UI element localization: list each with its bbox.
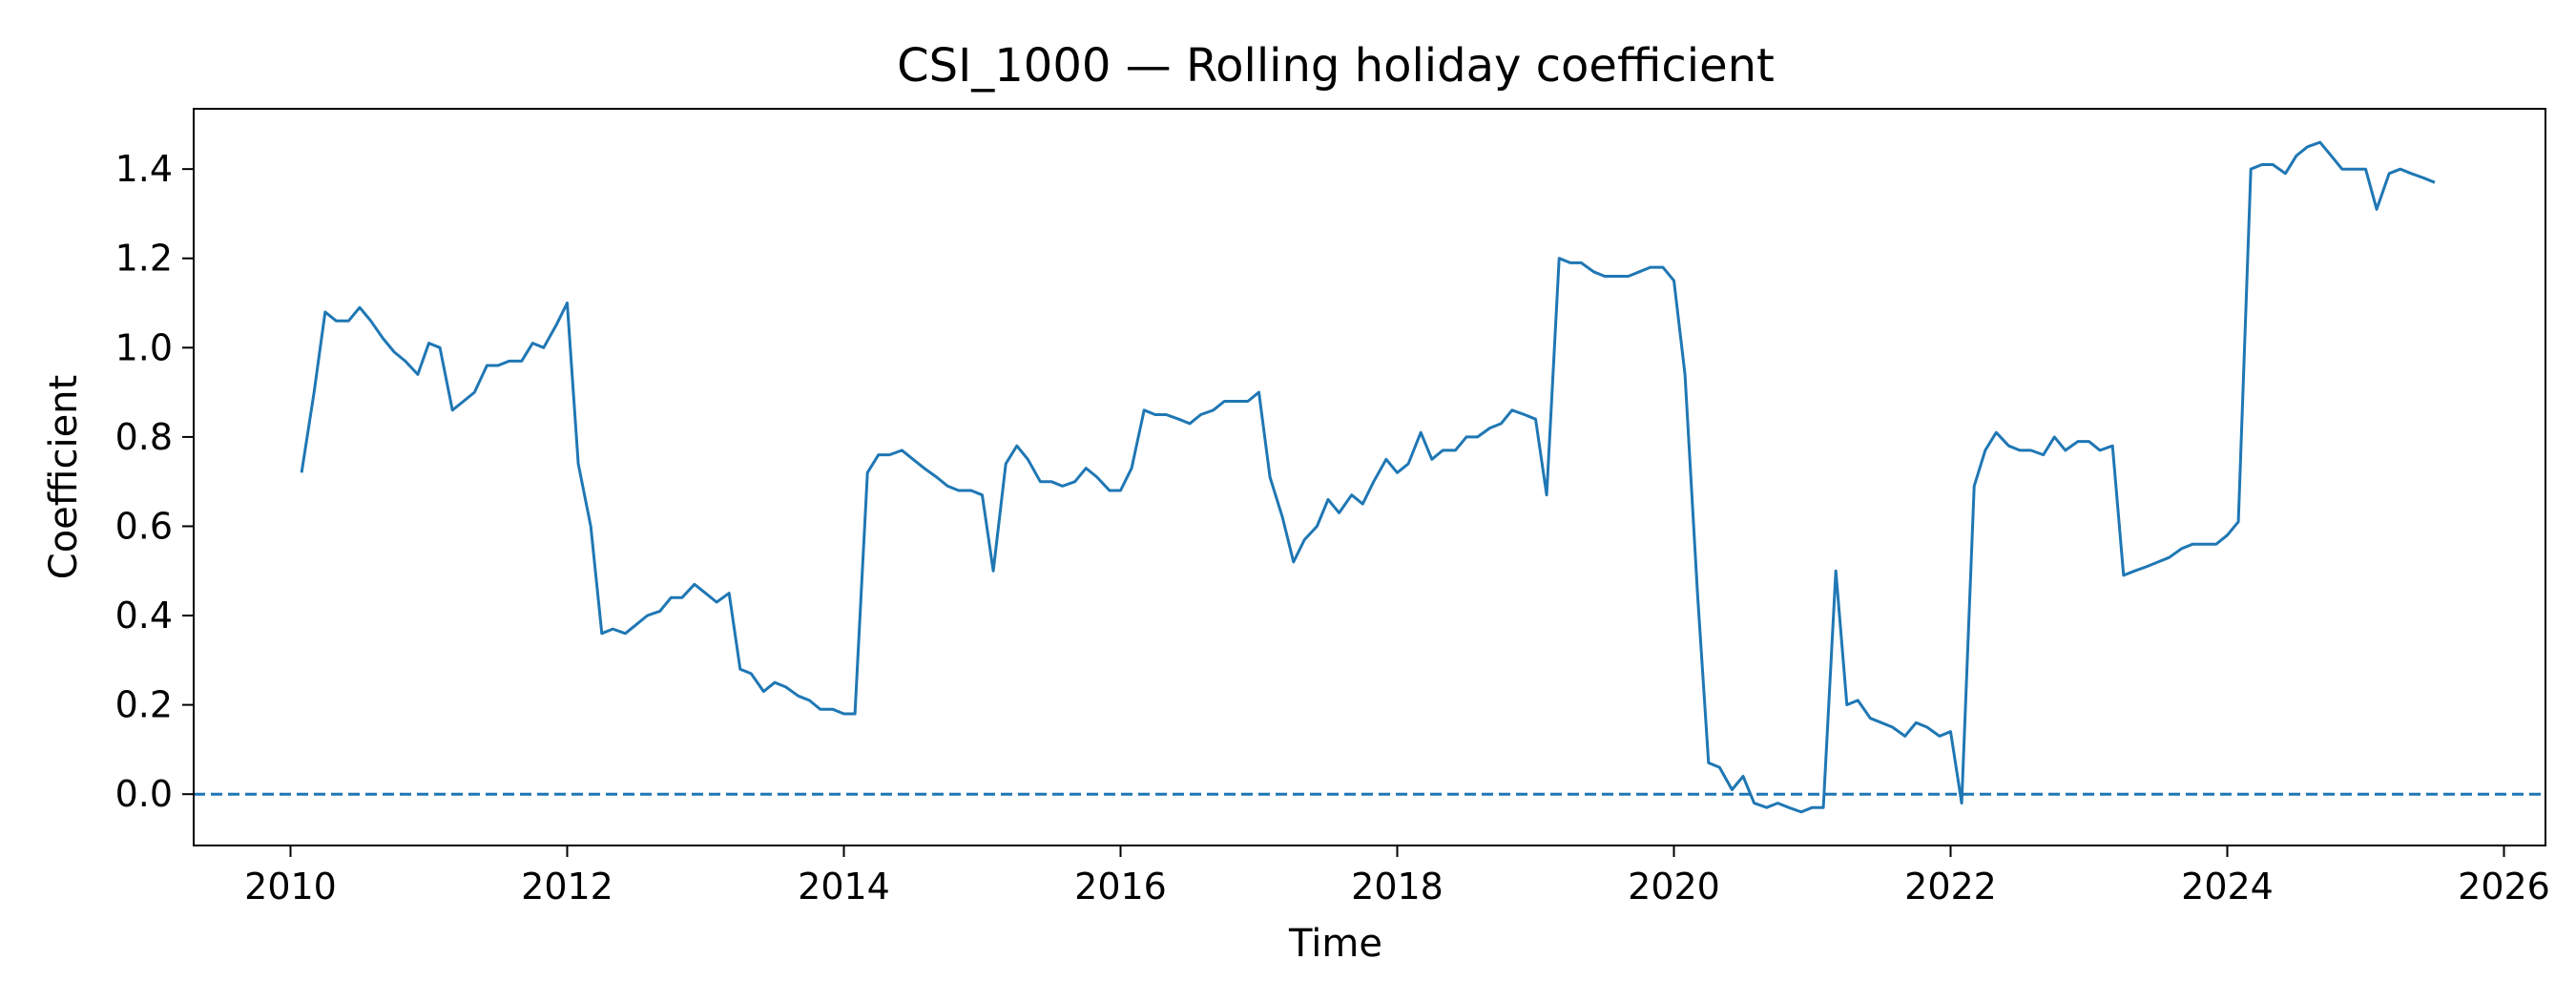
plot-frame [193,108,2546,846]
x-tick-label-2016: 2016 [1074,866,1167,908]
y-tick-label-0.2: 0.2 [115,684,173,726]
x-tick-label-2026: 2026 [2458,866,2550,908]
x-tick-label-2012: 2012 [521,866,613,908]
x-axis: 2010 2012 2014 2016 2018 2020 2022 2024 2026 [244,845,2550,908]
y-axis-label: Coefficient [42,375,86,579]
chart-title: CSI_1000 — Rolling holiday coefficient [897,39,1775,93]
x-tick-label-2020: 2020 [1628,866,1720,908]
y-tick-label-0.0: 0.0 [115,773,173,815]
x-tick-label-2010: 2010 [244,866,337,908]
x-tick-label-2018: 2018 [1351,866,1444,908]
x-tick-label-2024: 2024 [2181,866,2274,908]
x-axis-label: Time [1288,922,1382,966]
plot-area [193,108,2546,846]
y-axis: 0.0 0.2 0.4 0.6 0.8 1.0 1.2 1.4 [115,148,194,815]
series-line-0 [300,140,2436,814]
y-tick-label-0.4: 0.4 [115,595,173,637]
x-tick-label-2014: 2014 [798,866,890,908]
y-tick-label-0.6: 0.6 [115,505,173,547]
y-tick-label-1.4: 1.4 [115,148,173,190]
y-tick-label-1.2: 1.2 [115,238,173,280]
y-tick-label-1.0: 1.0 [115,326,173,368]
y-tick-label-0.8: 0.8 [115,416,173,458]
x-tick-label-2022: 2022 [1904,866,1997,908]
